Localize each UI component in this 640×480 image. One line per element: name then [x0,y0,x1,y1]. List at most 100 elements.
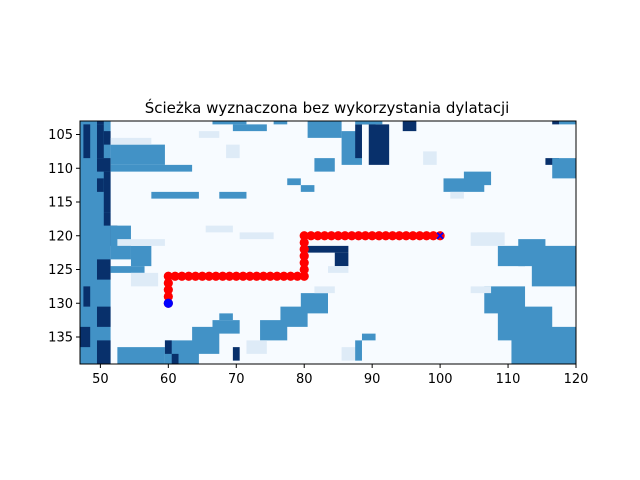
heatmap-cell-dark [307,245,349,253]
path-point [218,271,228,281]
path-point [163,271,173,281]
heatmap-cell-pale [239,232,274,240]
y-tick-label: 135 [48,331,73,346]
heatmap-cell-dark [96,121,104,125]
heatmap-cell-pale [450,191,464,199]
heatmap-cell-dark [96,178,104,192]
heatmap-cell-pale [130,272,159,287]
path-point [347,231,357,241]
path-point [333,231,343,241]
y-tick-label: 120 [48,229,73,244]
heatmap-cell-mid [219,313,233,321]
start-marker [163,298,173,308]
heatmap-cell-mid [463,171,492,186]
heatmap-cell-mid [511,326,576,364]
heatmap-cell-dark [103,171,111,213]
path-point [211,271,221,281]
x-axis: 50 60 70 80 90 100 110 120 [92,364,588,387]
path-point [245,271,255,281]
path-point [320,231,330,241]
heatmap-cell-mid [110,266,145,273]
path-point [394,231,404,241]
heatmap-cell-dark [368,124,390,165]
heatmap-cell-dark [96,340,111,364]
path-point [163,278,173,288]
path-point [326,231,336,241]
heatmap-cell-mid [497,245,526,267]
heatmap-cell-mid [110,164,193,172]
heatmap-cell-mid [300,293,328,314]
path-point [258,271,269,281]
path-point [381,231,391,241]
path-point [408,231,418,241]
heatmap-cell-pale [470,286,492,294]
path-point [299,231,309,241]
path-point [286,271,296,281]
path-point [367,231,377,241]
heatmap-cell-dark [552,121,560,125]
goal-marker [436,232,444,240]
x-tick-label: 50 [92,372,109,387]
x-tick-label: 110 [496,372,521,387]
path-point [279,271,289,281]
heatmap-cell-mid [232,124,267,132]
heatmap-cell-dark [171,353,179,364]
path-point [272,271,282,281]
path-point [170,271,180,281]
heatmap-cell-pale [226,144,240,159]
heatmap-cell-dark [80,326,91,348]
path-point [401,231,411,241]
heatmap-cell-mid [219,191,247,199]
path-point [299,264,309,275]
heatmap-cell-dark [96,306,111,327]
heatmap-cell-dark [334,252,349,267]
heatmap-cell-mid [212,121,247,125]
path-point [428,231,438,241]
x-tick-label: 90 [364,372,381,387]
heatmap-cell-dark [164,340,172,354]
heatmap-cell-mid [280,306,308,327]
path-point [197,271,207,281]
heatmap-cell-dark [96,259,111,280]
x-tick-label: 60 [160,372,177,387]
heatmap-cell-mid [151,191,199,199]
heatmap-cell-mid [355,340,362,361]
path-point [340,231,350,241]
grid-cells [80,121,576,364]
path-point [299,271,309,281]
heatmap-cell-dark [103,131,111,145]
path-point [353,231,364,241]
heatmap-cell-mid [361,333,376,341]
heatmap-cell-mid [300,185,315,192]
path-point [313,231,323,241]
chart-title: Ścieżka wyznaczona bez wykorzystania dyl… [145,98,510,117]
path-point [415,231,425,241]
x-tick-label: 80 [296,372,313,387]
heatmap-cell-mid [559,121,576,125]
path-point [374,231,384,241]
path-point [299,251,309,261]
path-point [292,271,303,281]
path-point [299,237,309,248]
heatmap-cell-mid [552,158,576,179]
path-point [204,271,214,281]
heatmap-cell-pale [110,137,152,145]
y-tick-label: 125 [48,263,73,278]
heatmap-cell-mid [130,245,152,267]
path-point [238,271,248,281]
heatmap-cell-pale [198,131,220,138]
path-point [265,271,275,281]
heatmap-cell-mid [212,320,240,334]
heatmap-cell-pale [423,151,437,165]
path-point [252,271,262,281]
heatmap-cell-pale [246,340,267,354]
heatmap-cell-mid [287,178,301,186]
y-tick-label: 110 [48,162,73,177]
path-point [299,244,309,254]
path-point [299,258,309,268]
y-tick-label: 105 [48,128,73,143]
x-tick-label: 120 [564,372,589,387]
x-tick-label: 100 [428,372,453,387]
heatmap-cell-mid [273,121,288,125]
path-point [163,291,173,302]
